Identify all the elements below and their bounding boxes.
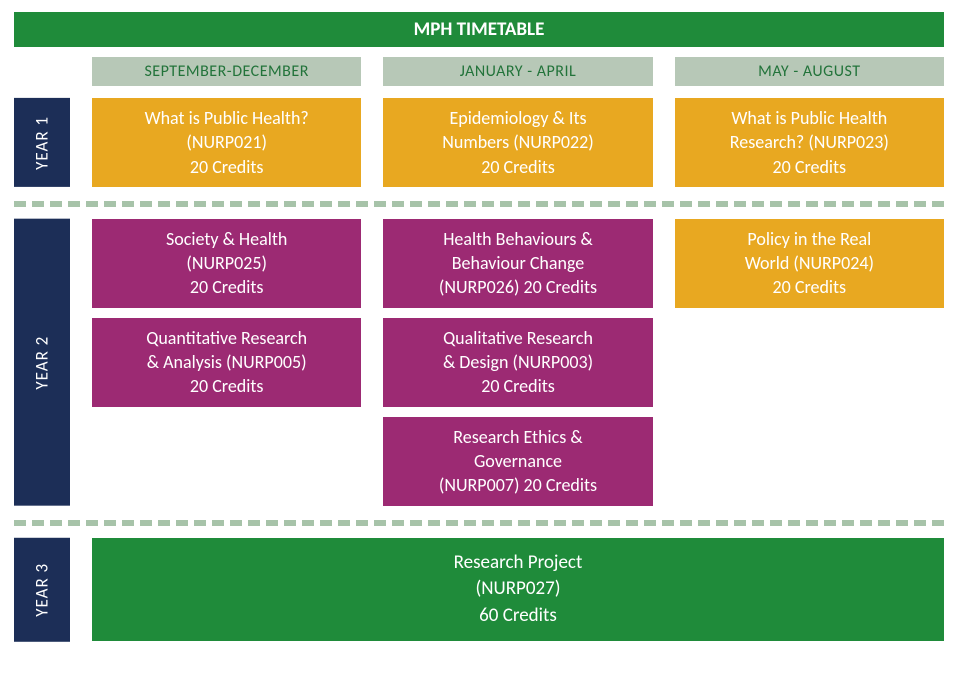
year1-label: YEAR 1 [14, 98, 70, 187]
module-line: What is Public Health? [102, 106, 351, 130]
term-header-1: SEPTEMBER-DECEMBER [92, 57, 361, 86]
module-line: Governance [393, 449, 642, 473]
term-header-row: SEPTEMBER-DECEMBER JANUARY - APRIL MAY -… [14, 57, 944, 86]
module-nurp027: Research Project (NURP027) 60 Credits [92, 538, 944, 642]
module-line: 20 Credits [393, 155, 642, 179]
divider-1 [14, 201, 944, 207]
module-line: Health Behaviours & [393, 227, 642, 251]
header-spacer [14, 57, 70, 86]
module-nurp003: Qualitative Research & Design (NURP003) … [383, 318, 652, 407]
module-line: 20 Credits [102, 155, 351, 179]
module-line: 60 Credits [102, 603, 934, 630]
module-nurp007: Research Ethics & Governance (NURP007) 2… [383, 417, 652, 506]
module-line: Research? (NURP023) [685, 130, 934, 154]
module-line: Policy in the Real [685, 227, 934, 251]
module-line: Research Ethics & [393, 425, 642, 449]
year1-col-3: What is Public Health Research? (NURP023… [675, 98, 944, 187]
module-line: & Analysis (NURP005) [102, 350, 351, 374]
year2-col-3: Policy in the Real World (NURP024) 20 Cr… [675, 219, 944, 506]
year2-row: YEAR 2 Society & Health (NURP025) 20 Cre… [14, 219, 944, 506]
module-line: (NURP027) [102, 576, 934, 603]
module-line: Epidemiology & Its [393, 106, 642, 130]
module-line: Quantitative Research [102, 326, 351, 350]
year1-col-2: Epidemiology & Its Numbers (NURP022) 20 … [383, 98, 652, 187]
module-line: (NURP007) 20 Credits [393, 473, 642, 497]
year2-col-1: Society & Health (NURP025) 20 Credits Qu… [92, 219, 361, 506]
module-line: Numbers (NURP022) [393, 130, 642, 154]
module-line: Research Project [102, 550, 934, 577]
module-line: (NURP026) 20 Credits [393, 275, 642, 299]
year1-col-1: What is Public Health? (NURP021) 20 Cred… [92, 98, 361, 187]
module-line: & Design (NURP003) [393, 350, 642, 374]
module-line: 20 Credits [102, 275, 351, 299]
term-header-2: JANUARY - APRIL [383, 57, 652, 86]
year2-label: YEAR 2 [14, 219, 70, 506]
timetable-title: MPH TIMETABLE [14, 12, 944, 47]
module-nurp021: What is Public Health? (NURP021) 20 Cred… [92, 98, 361, 187]
module-nurp023: What is Public Health Research? (NURP023… [675, 98, 944, 187]
year2-col-2: Health Behaviours & Behaviour Change (NU… [383, 219, 652, 506]
module-nurp026: Health Behaviours & Behaviour Change (NU… [383, 219, 652, 308]
module-line: 20 Credits [393, 374, 642, 398]
module-line: (NURP021) [102, 130, 351, 154]
term-header-3: MAY - AUGUST [675, 57, 944, 86]
module-line: 20 Credits [102, 374, 351, 398]
module-nurp005: Quantitative Research & Analysis (NURP00… [92, 318, 361, 407]
module-line: (NURP025) [102, 251, 351, 275]
year3-row: YEAR 3 Research Project (NURP027) 60 Cre… [14, 538, 944, 642]
module-line: Qualitative Research [393, 326, 642, 350]
module-nurp022: Epidemiology & Its Numbers (NURP022) 20 … [383, 98, 652, 187]
module-line: 20 Credits [685, 275, 934, 299]
module-line: 20 Credits [685, 155, 934, 179]
module-line: Society & Health [102, 227, 351, 251]
module-line: Behaviour Change [393, 251, 642, 275]
module-line: World (NURP024) [685, 251, 934, 275]
divider-2 [14, 520, 944, 526]
year3-label: YEAR 3 [14, 538, 70, 642]
year1-row: YEAR 1 What is Public Health? (NURP021) … [14, 98, 944, 187]
module-nurp025: Society & Health (NURP025) 20 Credits [92, 219, 361, 308]
module-line: What is Public Health [685, 106, 934, 130]
module-nurp024: Policy in the Real World (NURP024) 20 Cr… [675, 219, 944, 308]
